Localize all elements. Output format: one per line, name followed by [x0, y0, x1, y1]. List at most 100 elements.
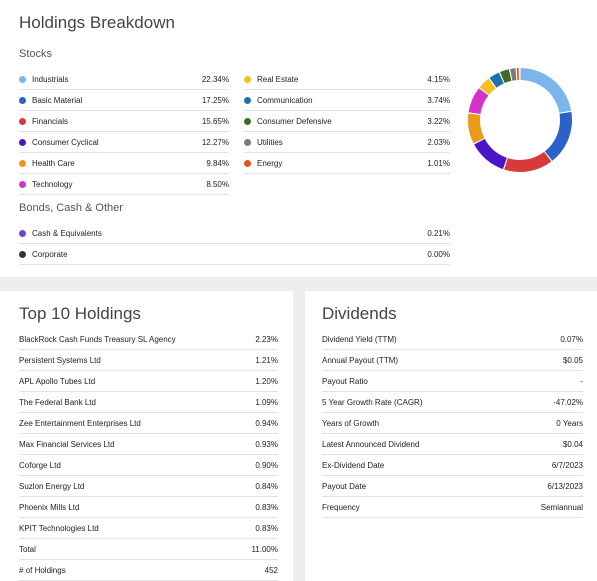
list-item-label: Dividend Yield (TTM)	[322, 335, 397, 344]
list-item-label: Payout Date	[322, 482, 367, 491]
list-item-value: -47.02%	[553, 398, 583, 407]
holdings-breakdown-title: Holdings Breakdown	[19, 13, 175, 32]
list-item-label: Ex-Dividend Date	[322, 461, 385, 470]
list-item-label: BlackRock Cash Funds Treasury SL Agency	[19, 335, 176, 344]
list-item: APL Apollo Tubes Ltd 1.20%	[19, 371, 278, 392]
list-item-label: Corporate	[32, 250, 68, 259]
legend-dot-icon	[19, 181, 26, 188]
donut-slice-industrials	[520, 68, 572, 113]
list-item-value: 6/7/2023	[551, 461, 583, 470]
list-item-label: Cash & Equivalents	[32, 229, 102, 238]
donut-slice-financials	[504, 151, 552, 172]
list-item-value: 0 Years	[556, 419, 583, 428]
list-item-label: Max Financial Services Ltd	[19, 440, 115, 449]
list-item: The Federal Bank Ltd 1.09%	[19, 392, 278, 413]
list-item-value: 2.03%	[427, 138, 450, 147]
sector-donut-chart	[468, 68, 572, 172]
list-item: # of Holdings 452	[19, 560, 278, 581]
list-item-label: Utilities	[257, 138, 283, 147]
list-item: Consumer Cyclical 12.27%	[19, 132, 229, 153]
list-item-value: 17.25%	[201, 96, 229, 105]
list-item: Annual Payout (TTM) $0.05	[322, 350, 583, 371]
list-item-value: 22.34%	[201, 75, 229, 84]
donut-slice-basic-material	[544, 111, 572, 161]
list-item: BlackRock Cash Funds Treasury SL Agency 2…	[19, 329, 278, 350]
list-item: Industrials 22.34%	[19, 69, 229, 90]
list-item-value: 12.27%	[201, 138, 229, 147]
list-item-label: Energy	[257, 159, 283, 168]
list-item-label: Phoenix Mills Ltd	[19, 503, 80, 512]
donut-slice-energy	[516, 68, 519, 81]
list-item-label: Communication	[257, 96, 313, 105]
legend-dot-icon	[19, 97, 26, 104]
list-item-label: Financials	[32, 117, 69, 126]
list-item: Health Care 9.84%	[19, 153, 229, 174]
list-item: Energy 1.01%	[244, 153, 450, 174]
list-item: Utilities 2.03%	[244, 132, 450, 153]
list-item-label: Technology	[32, 180, 73, 189]
list-item: Years of Growth 0 Years	[322, 413, 583, 434]
list-item-label: APL Apollo Tubes Ltd	[19, 377, 96, 386]
list-item: Technology 8.50%	[19, 174, 229, 195]
list-item-value: Semiannual	[540, 503, 583, 512]
list-item-value: 3.74%	[427, 96, 450, 105]
list-item-label: Consumer Defensive	[257, 117, 332, 126]
list-item: Suzlon Energy Ltd 0.84%	[19, 476, 278, 497]
list-item-value: 3.22%	[427, 117, 450, 126]
list-item: Latest Announced Dividend $0.04	[322, 434, 583, 455]
legend-dot-icon	[244, 118, 251, 125]
top-10-holdings-card: Top 10 Holdings BlackRock Cash Funds Tre…	[0, 291, 293, 581]
list-item-label: Persistent Systems Ltd	[19, 356, 101, 365]
list-item-value: 11.00%	[251, 545, 278, 554]
bonds-section-label: Bonds, Cash & Other	[19, 202, 123, 214]
list-item-label: Zee Entertainment Enterprises Ltd	[19, 419, 141, 428]
list-item-value: 2.23%	[255, 335, 278, 344]
list-item: KPIT Technologies Ltd 0.83%	[19, 518, 278, 539]
donut-slice-real-estate	[479, 78, 496, 95]
list-item-value: 1.20%	[255, 377, 278, 386]
donut-slice-consumer-defensive	[500, 69, 512, 84]
legend-dot-icon	[244, 97, 251, 104]
list-item: Dividend Yield (TTM) 0.07%	[322, 329, 583, 350]
list-item-value: 0.84%	[255, 482, 278, 491]
list-item: Coforge Ltd 0.90%	[19, 455, 278, 476]
list-item: Ex-Dividend Date 6/7/2023	[322, 455, 583, 476]
list-item-value: 0.93%	[255, 440, 278, 449]
list-item-label: Suzlon Energy Ltd	[19, 482, 85, 491]
list-item-label: Consumer Cyclical	[32, 138, 99, 147]
list-item-label: Latest Announced Dividend	[322, 440, 420, 449]
list-item: Max Financial Services Ltd 0.93%	[19, 434, 278, 455]
legend-dot-icon	[19, 251, 26, 258]
legend-dot-icon	[244, 160, 251, 167]
legend-dot-icon	[244, 139, 251, 146]
list-item: Consumer Defensive 3.22%	[244, 111, 450, 132]
list-item-label: # of Holdings	[19, 566, 66, 575]
list-item-value: $0.05	[562, 356, 583, 365]
list-item-label: Health Care	[32, 159, 75, 168]
list-item-value: 0.83%	[255, 524, 278, 533]
list-item-value: 0.21%	[427, 229, 450, 238]
top-10-holdings-title: Top 10 Holdings	[19, 304, 141, 323]
legend-dot-icon	[244, 76, 251, 83]
list-item: Financials 15.65%	[19, 111, 229, 132]
list-item-value: 452	[264, 566, 278, 575]
list-item: Phoenix Mills Ltd 0.83%	[19, 497, 278, 518]
list-item: Communication 3.74%	[244, 90, 450, 111]
list-item-label: Years of Growth	[322, 419, 380, 428]
list-item: Zee Entertainment Enterprises Ltd 0.94%	[19, 413, 278, 434]
list-item-value: 0.00%	[427, 250, 450, 259]
dividends-card: Dividends Dividend Yield (TTM) 0.07% Annua…	[305, 291, 597, 581]
list-item-label: Basic Material	[32, 96, 83, 105]
list-item-value: $0.04	[562, 440, 583, 449]
list-item: Real Estate 4.15%	[244, 69, 450, 90]
stocks-section-label: Stocks	[19, 48, 53, 60]
list-item: Total 11.00%	[19, 539, 278, 560]
legend-dot-icon	[19, 230, 26, 237]
list-item: Cash & Equivalents 0.21%	[19, 223, 450, 244]
list-item: Basic Material 17.25%	[19, 90, 229, 111]
list-item-value: 1.09%	[255, 398, 278, 407]
donut-slice-consumer-cyclical	[474, 138, 507, 170]
legend-dot-icon	[19, 139, 26, 146]
legend-dot-icon	[19, 160, 26, 167]
donut-slice-health-care	[468, 113, 485, 144]
